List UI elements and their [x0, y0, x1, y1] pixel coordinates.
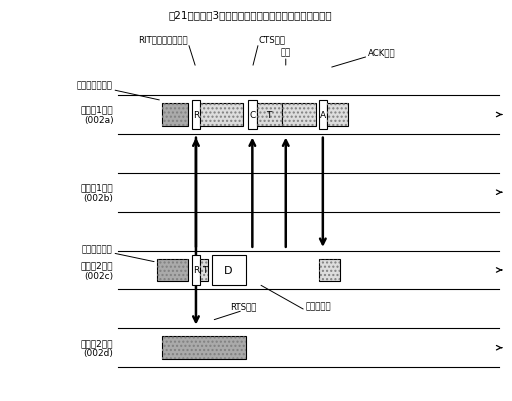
Bar [157, 259, 188, 282]
Text: CTS送信: CTS送信 [259, 35, 286, 44]
Bar [282, 104, 315, 126]
Text: C: C [249, 111, 255, 119]
Bar [162, 336, 246, 359]
Bar [318, 259, 339, 282]
Text: ランク1端末
(002b): ランク1端末 (002b) [81, 183, 114, 203]
Bar [211, 256, 246, 285]
Bar [282, 104, 315, 126]
Text: キャリアセンス: キャリアセンス [77, 81, 113, 90]
Text: R: R [193, 266, 199, 275]
Text: RITリクエスト送信: RITリクエスト送信 [139, 35, 188, 44]
Text: T: T [266, 111, 272, 119]
Text: ランク1端末
(002a): ランク1端末 (002a) [81, 105, 114, 125]
Bar [257, 104, 282, 126]
Text: 受信待ち受け: 受信待ち受け [82, 244, 113, 253]
Text: ランク2端末
(002c): ランク2端末 (002c) [81, 261, 114, 280]
Bar [200, 259, 208, 282]
Text: ACK送信: ACK送信 [368, 48, 396, 57]
Bar [192, 101, 200, 130]
Text: データ送信: データ送信 [306, 302, 331, 311]
Bar [200, 259, 208, 282]
Bar [327, 104, 348, 126]
Text: R: R [193, 111, 199, 119]
Bar [200, 104, 243, 126]
Bar [318, 259, 339, 282]
Text: 図21　実施例3における上りデータ通信のシーケンス例: 図21 実施例3における上りデータ通信のシーケンス例 [169, 10, 333, 20]
Bar [248, 101, 257, 130]
Text: ランク2端末
(002d): ランク2端末 (002d) [81, 338, 114, 358]
Text: A: A [320, 111, 326, 119]
Text: RTS送信: RTS送信 [230, 302, 256, 311]
Bar [257, 104, 282, 126]
Text: D: D [224, 265, 233, 275]
Bar [200, 104, 243, 126]
Bar [318, 101, 327, 130]
Bar [162, 104, 188, 126]
Bar [192, 256, 200, 285]
Bar [162, 336, 246, 359]
Text: 受信: 受信 [281, 48, 291, 57]
Bar [327, 104, 348, 126]
Bar [157, 259, 188, 282]
Bar [162, 104, 188, 126]
Text: T: T [202, 266, 207, 275]
